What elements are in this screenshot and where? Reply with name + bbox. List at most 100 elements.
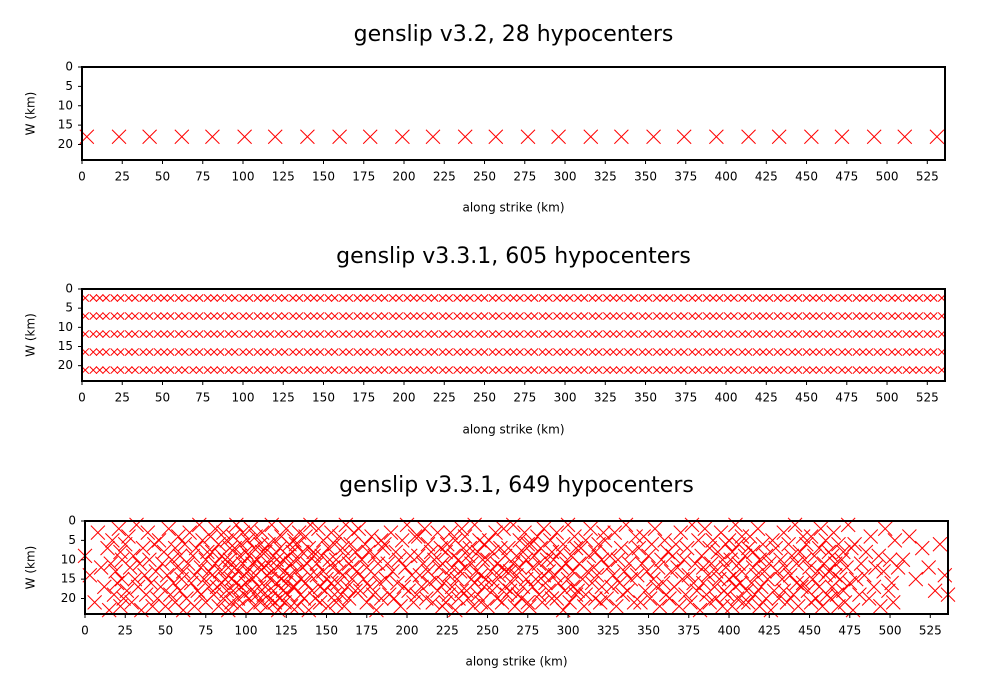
- hypocenter: [216, 591, 231, 606]
- hypocenter: [483, 564, 499, 579]
- hypocenter: [453, 294, 462, 302]
- hypocenter: [174, 129, 190, 145]
- hypocenter: [231, 366, 239, 375]
- hypocenter: [228, 517, 244, 533]
- hypocenter: [189, 294, 198, 302]
- hypocenter: [923, 294, 932, 302]
- chart-title: genslip v3.3.1, 605 hypocenters: [336, 244, 691, 269]
- hypocenter: [673, 330, 682, 338]
- hypocenter: [333, 587, 349, 602]
- hypocenter: [295, 294, 304, 302]
- hypocenter: [757, 564, 772, 579]
- hypocenter: [499, 564, 515, 579]
- hypocenter: [366, 312, 375, 320]
- hypocenter: [823, 312, 832, 320]
- hypocenter: [459, 366, 468, 375]
- hypocenter: [453, 348, 462, 357]
- hypocenter: [474, 294, 483, 302]
- hypocenter: [752, 294, 761, 302]
- hypocenter: [659, 312, 668, 320]
- hypocenter: [303, 517, 318, 533]
- hypocenter: [509, 567, 524, 583]
- hypocenter: [709, 312, 718, 320]
- hypocenter: [552, 544, 568, 560]
- hypocenter: [435, 556, 450, 571]
- hypocenter: [544, 366, 553, 375]
- hypocenter: [584, 575, 600, 591]
- hypocenter: [353, 330, 362, 338]
- hypocenter: [200, 544, 215, 560]
- x-tick-label: 350: [634, 391, 657, 405]
- hypocenter: [362, 129, 378, 145]
- hypocenter: [204, 544, 220, 560]
- hypocenter: [338, 294, 347, 302]
- hypocenter: [396, 579, 412, 595]
- hypocenter: [694, 348, 703, 357]
- hypocenter: [750, 521, 766, 537]
- hypocenter: [102, 312, 111, 320]
- hypocenter: [838, 330, 846, 338]
- hypocenter: [388, 330, 397, 338]
- hypocenter: [605, 567, 621, 583]
- hypocenter: [838, 348, 846, 357]
- hypocenter: [528, 571, 544, 587]
- hypocenter: [858, 330, 867, 338]
- hypocenter: [145, 598, 160, 614]
- hypocenter: [703, 556, 719, 571]
- hypocenter: [495, 294, 503, 302]
- hypocenter: [101, 602, 117, 618]
- hypocenter: [553, 312, 561, 320]
- hypocenter: [373, 591, 389, 606]
- x-tick-label: 300: [554, 391, 577, 405]
- hypocenter: [559, 556, 574, 571]
- hypocenter: [274, 366, 283, 375]
- hypocenter: [416, 294, 425, 302]
- hypocenter: [668, 536, 684, 552]
- hypocenter: [509, 312, 518, 320]
- hypocenter: [588, 294, 597, 302]
- hypocenter: [795, 529, 811, 544]
- hypocenter: [181, 366, 189, 375]
- hypocenter: [623, 348, 632, 357]
- hypocenter: [580, 294, 589, 302]
- hypocenter: [195, 366, 204, 375]
- hypocenter: [395, 348, 404, 357]
- hypocenter: [332, 529, 347, 544]
- hypocenter: [702, 312, 711, 320]
- hypocenter: [644, 330, 653, 338]
- hypocenter: [231, 348, 239, 357]
- hypocenter: [887, 533, 903, 548]
- hypocenter: [865, 312, 874, 320]
- hypocenter: [588, 544, 603, 560]
- hypocenter: [424, 312, 433, 320]
- hypocenter: [488, 366, 497, 375]
- hypocenter: [695, 560, 711, 575]
- hypocenter: [125, 548, 141, 564]
- x-tick-label: 150: [312, 170, 335, 184]
- hypocenter: [773, 552, 788, 568]
- plot-frame: [81, 288, 946, 382]
- hypocenter: [348, 544, 363, 560]
- hypocenter: [752, 366, 761, 375]
- hypocenter: [438, 330, 447, 338]
- hypocenter: [286, 579, 302, 595]
- hypocenter: [206, 587, 222, 602]
- hypocenter: [328, 595, 344, 610]
- hypocenter: [496, 521, 511, 537]
- hypocenter: [797, 552, 813, 568]
- hypocenter: [480, 312, 489, 320]
- hypocenter: [95, 366, 104, 375]
- hypocenter: [873, 348, 882, 357]
- hypocenter: [335, 540, 350, 556]
- hypocenter: [763, 602, 779, 618]
- hypocenter: [357, 536, 373, 552]
- hypocenter: [454, 583, 470, 599]
- hypocenter: [894, 348, 903, 357]
- hypocenter: [430, 330, 439, 338]
- hypocenter: [652, 366, 661, 375]
- hypocenter: [288, 536, 304, 552]
- x-tick-label: 400: [718, 624, 741, 638]
- hypocenter: [131, 294, 140, 302]
- hypocenter: [161, 521, 177, 537]
- hypocenter: [515, 294, 524, 302]
